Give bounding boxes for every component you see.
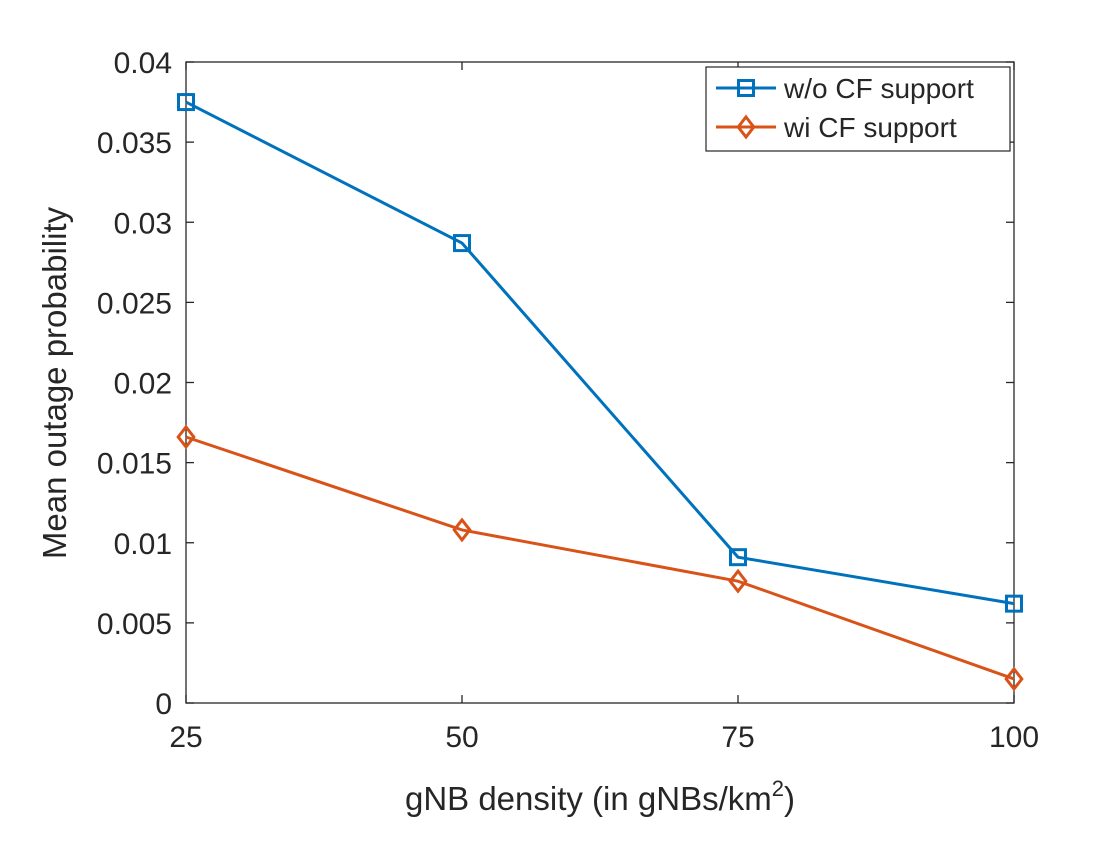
- y-tick-label: 0.015: [97, 448, 172, 481]
- y-tick-label: 0.01: [114, 528, 172, 561]
- data-point-square: [453, 234, 471, 253]
- series-line: [185, 435, 1015, 681]
- data-point-diamond: [1004, 666, 1024, 692]
- y-tick-label: 0.035: [97, 127, 172, 160]
- axes-frame: [185, 61, 1015, 704]
- legend-marker: [737, 79, 755, 97]
- x-tick-label: 75: [721, 721, 754, 754]
- plot-area-box: [185, 61, 1015, 704]
- y-axis-title: Mean outage probability: [36, 206, 73, 559]
- y-tick-label: 0.04: [114, 47, 172, 80]
- data-point-square: [177, 93, 195, 112]
- x-axis-title: gNB density (in gNBs/km2): [405, 776, 795, 817]
- series-1: [177, 93, 1023, 613]
- y-tick-label: 0.03: [114, 207, 172, 240]
- data-point-diamond: [452, 517, 472, 543]
- x-tick-label: 100: [989, 721, 1039, 754]
- y-axis: 0 0.005 0.01 0.015 0.02 0.025 0.03 0.035 0.04: [97, 47, 1014, 721]
- y-tick-label: 0.02: [114, 368, 172, 401]
- x-tick-label: 25: [169, 721, 202, 754]
- data-point-diamond: [728, 568, 748, 594]
- x-axis-title-suffix: ): [784, 780, 795, 817]
- x-axis-title-superscript: 2: [772, 776, 784, 801]
- x-axis-title-main: gNB density (in gNBs/km: [405, 780, 772, 817]
- y-tick-label: 0.005: [97, 608, 172, 641]
- legend-label: wi CF support: [783, 112, 957, 143]
- x-axis: 25 50 75 100: [169, 62, 1039, 754]
- x-tick-label: 50: [445, 721, 478, 754]
- legend: w/o CF support wi CF support: [705, 66, 1011, 152]
- y-tick-label: 0.025: [97, 287, 172, 320]
- data-point-square: [729, 548, 747, 567]
- series-layer: [176, 93, 1024, 692]
- y-tick-label: 0: [155, 688, 172, 721]
- data-point-square: [1005, 594, 1023, 613]
- data-point-diamond: [176, 424, 196, 450]
- legend-label: w/o CF support: [783, 73, 974, 104]
- legend-box: [705, 66, 1011, 152]
- legend-item: wi CF support: [716, 112, 957, 143]
- legend-marker: [736, 114, 756, 140]
- series-2: [176, 424, 1024, 692]
- legend-item: w/o CF support: [716, 73, 974, 104]
- series-line: [185, 100, 1015, 606]
